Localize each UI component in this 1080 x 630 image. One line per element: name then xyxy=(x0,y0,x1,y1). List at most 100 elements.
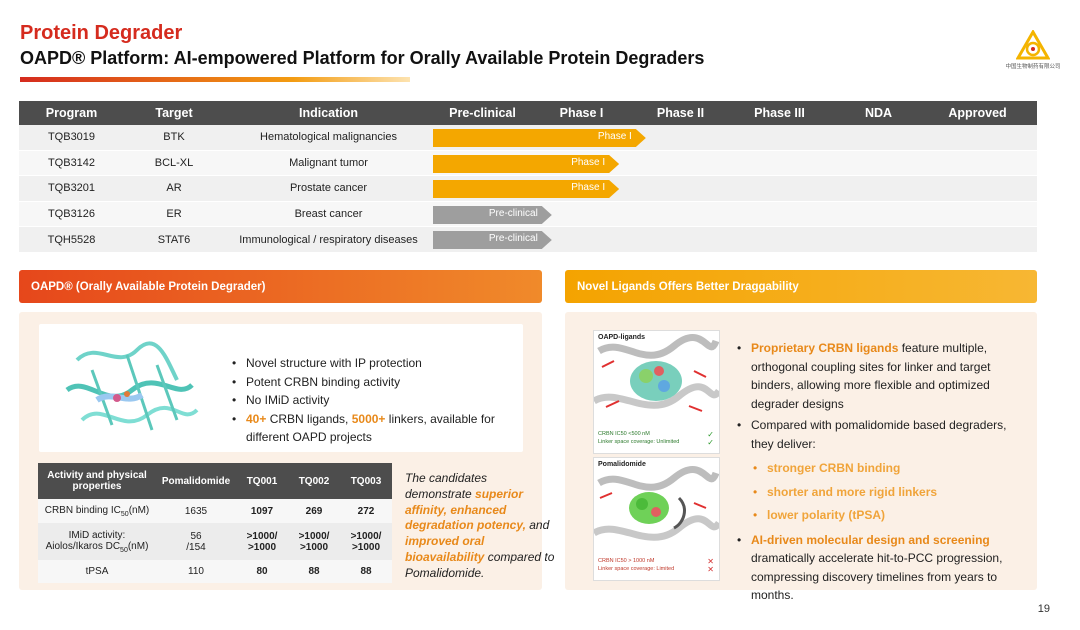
company-logo: 中国生物制药有限公司 xyxy=(998,30,1068,70)
bullet-text: linkers, available for different OAPD pr… xyxy=(246,411,495,445)
table-cell: 80 xyxy=(236,560,288,583)
list-item: No IMiD activity xyxy=(232,391,522,410)
label-sub: 50 xyxy=(120,510,129,518)
card-note: Linker space coverage: Unlimited xyxy=(598,439,680,445)
title-underline xyxy=(20,77,410,82)
table-row: tPSA 110 80 88 88 xyxy=(38,560,392,583)
oapd-section-header: OAPD® (Orally Available Protein Degrader… xyxy=(19,270,542,303)
cell-line: >1000 xyxy=(299,541,329,553)
table-cell: 110 xyxy=(156,560,236,583)
table-cell: 88 xyxy=(288,560,340,583)
stage-label: Phase I xyxy=(571,156,606,168)
col-preclinical: Pre-clinical xyxy=(449,106,516,120)
table-cell: 1097 xyxy=(236,499,288,523)
pipeline-indication: Prostate cancer xyxy=(289,182,368,195)
sub-bullet-text: stronger CRBN binding xyxy=(767,461,901,475)
stage-label: Phase I xyxy=(597,131,632,142)
list-item: Potent CRBN binding activity xyxy=(232,373,522,392)
stage-progress-bar: Phase I xyxy=(433,129,646,147)
oapd-feature-list: Novel structure with IP protection Poten… xyxy=(232,354,522,447)
pipeline-program: TQB3201 xyxy=(47,182,96,195)
summary-highlight: improved oral bioavailability xyxy=(405,534,485,564)
cell-line: 56 xyxy=(190,530,202,542)
pipeline-header: Program Target Indication Pre-clinical P… xyxy=(19,101,1037,125)
row-label: IMiD activity: Aiolos/Ikaros DC50(nM) xyxy=(38,523,156,560)
list-item: shorter and more rigid linkers xyxy=(737,483,1027,502)
pipeline-row: TQH5528 STAT6 Immunological / respiratory … xyxy=(19,227,1037,253)
candidates-summary: The candidates demonstrate superior affi… xyxy=(405,471,555,582)
ligands-feature-list: Proprietary CRBN ligands feature multipl… xyxy=(737,339,1027,608)
card-note: CRBN IC50 > 1000 nM xyxy=(598,558,655,564)
cell-line: >1000 xyxy=(351,541,381,553)
col-program: Program xyxy=(45,106,98,120)
col-approved: Approved xyxy=(948,106,1007,120)
oapd-ligand-structure-icon xyxy=(594,334,719,412)
pipeline-program: TQB3142 xyxy=(47,156,96,169)
card-label: OAPD-ligands xyxy=(598,334,646,341)
pipeline-row: TQB3201 AR Prostate cancer Phase I xyxy=(19,176,1037,202)
table-cell: >1000/>1000 xyxy=(340,523,392,560)
stage-label: Pre-clinical xyxy=(488,207,538,219)
pipeline-target: STAT6 xyxy=(157,233,191,246)
summary-text: and xyxy=(525,518,550,533)
row-label: CRBN binding IC50(nM) xyxy=(38,499,156,523)
col-phase1: Phase I xyxy=(559,106,604,120)
pipeline-program: TQB3019 xyxy=(47,131,96,144)
ligands-panel: OAPD-ligands CRBN IC50 <500 nM Linker sp… xyxy=(565,312,1037,602)
list-item: Novel structure with IP protection xyxy=(232,354,522,373)
bullet-highlight: AI-driven molecular design and screening xyxy=(751,532,990,547)
col-phase2: Phase II xyxy=(656,106,705,120)
table-cell: 272 xyxy=(340,499,392,523)
list-item: AI-driven molecular design and screening… xyxy=(737,531,1027,605)
label-sub: 50 xyxy=(120,546,128,554)
card-note: Linker space coverage: Limited xyxy=(598,566,675,572)
ligands-section-header: Novel Ligands Offers Better Draggability xyxy=(565,270,1037,303)
table-header: Activity and physical properties xyxy=(38,463,156,499)
summary-text: compared to Pomalidomide. xyxy=(405,549,555,580)
bullet-text: dramatically accelerate hit-to-PCC progr… xyxy=(751,551,1003,602)
table-row: CRBN binding IC50(nM) 1635 1097 269 272 xyxy=(38,499,392,523)
pipeline-target: AR xyxy=(166,182,182,195)
stage-progress-bar: Pre-clinical xyxy=(433,231,552,250)
bullet-text: CRBN ligands, xyxy=(266,411,352,426)
pipeline-indication: Breast cancer xyxy=(294,208,363,221)
stage-label: Phase I xyxy=(571,182,606,194)
pipeline-row: TQB3126 ER Breast cancer Pre-clinical xyxy=(19,201,1037,228)
pomalidomide-structure-icon xyxy=(594,466,719,541)
bullet-highlight: Proprietary CRBN ligands xyxy=(751,341,899,355)
list-item: Compared with pomalidomide based degrade… xyxy=(737,416,1027,453)
pipeline-indication: Hematological malignancies xyxy=(260,131,397,144)
pipeline-row: TQB3142 BCL-XL Malignant tumor Phase I xyxy=(19,150,1037,177)
stage-progress-bar: Pre-clinical xyxy=(433,205,552,224)
card-label: Pomalidomide xyxy=(598,461,646,468)
sub-bullet-text: lower polarity (tPSA) xyxy=(767,508,886,522)
page-number: 19 xyxy=(1037,603,1050,615)
pipeline-indication: Immunological / respiratory diseases xyxy=(239,233,418,246)
triangle-logo-icon xyxy=(1016,30,1050,60)
table-row: IMiD activity: Aiolos/Ikaros DC50(nM) 56/… xyxy=(38,523,392,560)
table-cell: >1000/>1000 xyxy=(236,523,288,560)
col-nda: NDA xyxy=(864,106,893,120)
table-cell: 269 xyxy=(288,499,340,523)
logo-text: 中国生物制药有限公司 xyxy=(1005,64,1061,70)
cross-icon: ✕ ✕ xyxy=(707,557,714,574)
table-header: Pomalidomide xyxy=(156,463,236,499)
protein-structure-icon xyxy=(65,341,199,431)
bullet-text: feature multiple, orthogonal coupling si… xyxy=(751,341,991,411)
page-title: Protein Degrader xyxy=(20,22,183,44)
sub-bullet-text: shorter and more rigid linkers xyxy=(767,484,938,499)
col-indication: Indication xyxy=(298,106,359,120)
table-header: TQ001 xyxy=(236,463,288,499)
list-item: Proprietary CRBN ligands feature multipl… xyxy=(737,339,1027,413)
stage-progress-bar: Phase I xyxy=(433,154,620,173)
list-item: stronger CRBN binding xyxy=(737,459,1027,478)
page-subtitle: OAPD® Platform: AI-empowered Platform fo… xyxy=(20,48,705,68)
cell-line: >1000/ xyxy=(350,530,382,542)
pipeline-indication: Malignant tumor xyxy=(289,156,368,169)
card-note: CRBN IC50 <500 nM xyxy=(598,431,650,437)
pipeline-table: Program Target Indication Pre-clinical P… xyxy=(19,101,1037,253)
col-phase3: Phase III xyxy=(754,106,805,120)
oapd-panel: Novel structure with IP protection Poten… xyxy=(19,312,554,590)
table-cell: 88 xyxy=(340,560,392,583)
pipeline-rows: TQB3019 BTK Hematological malignancies Phas… xyxy=(19,125,1037,253)
